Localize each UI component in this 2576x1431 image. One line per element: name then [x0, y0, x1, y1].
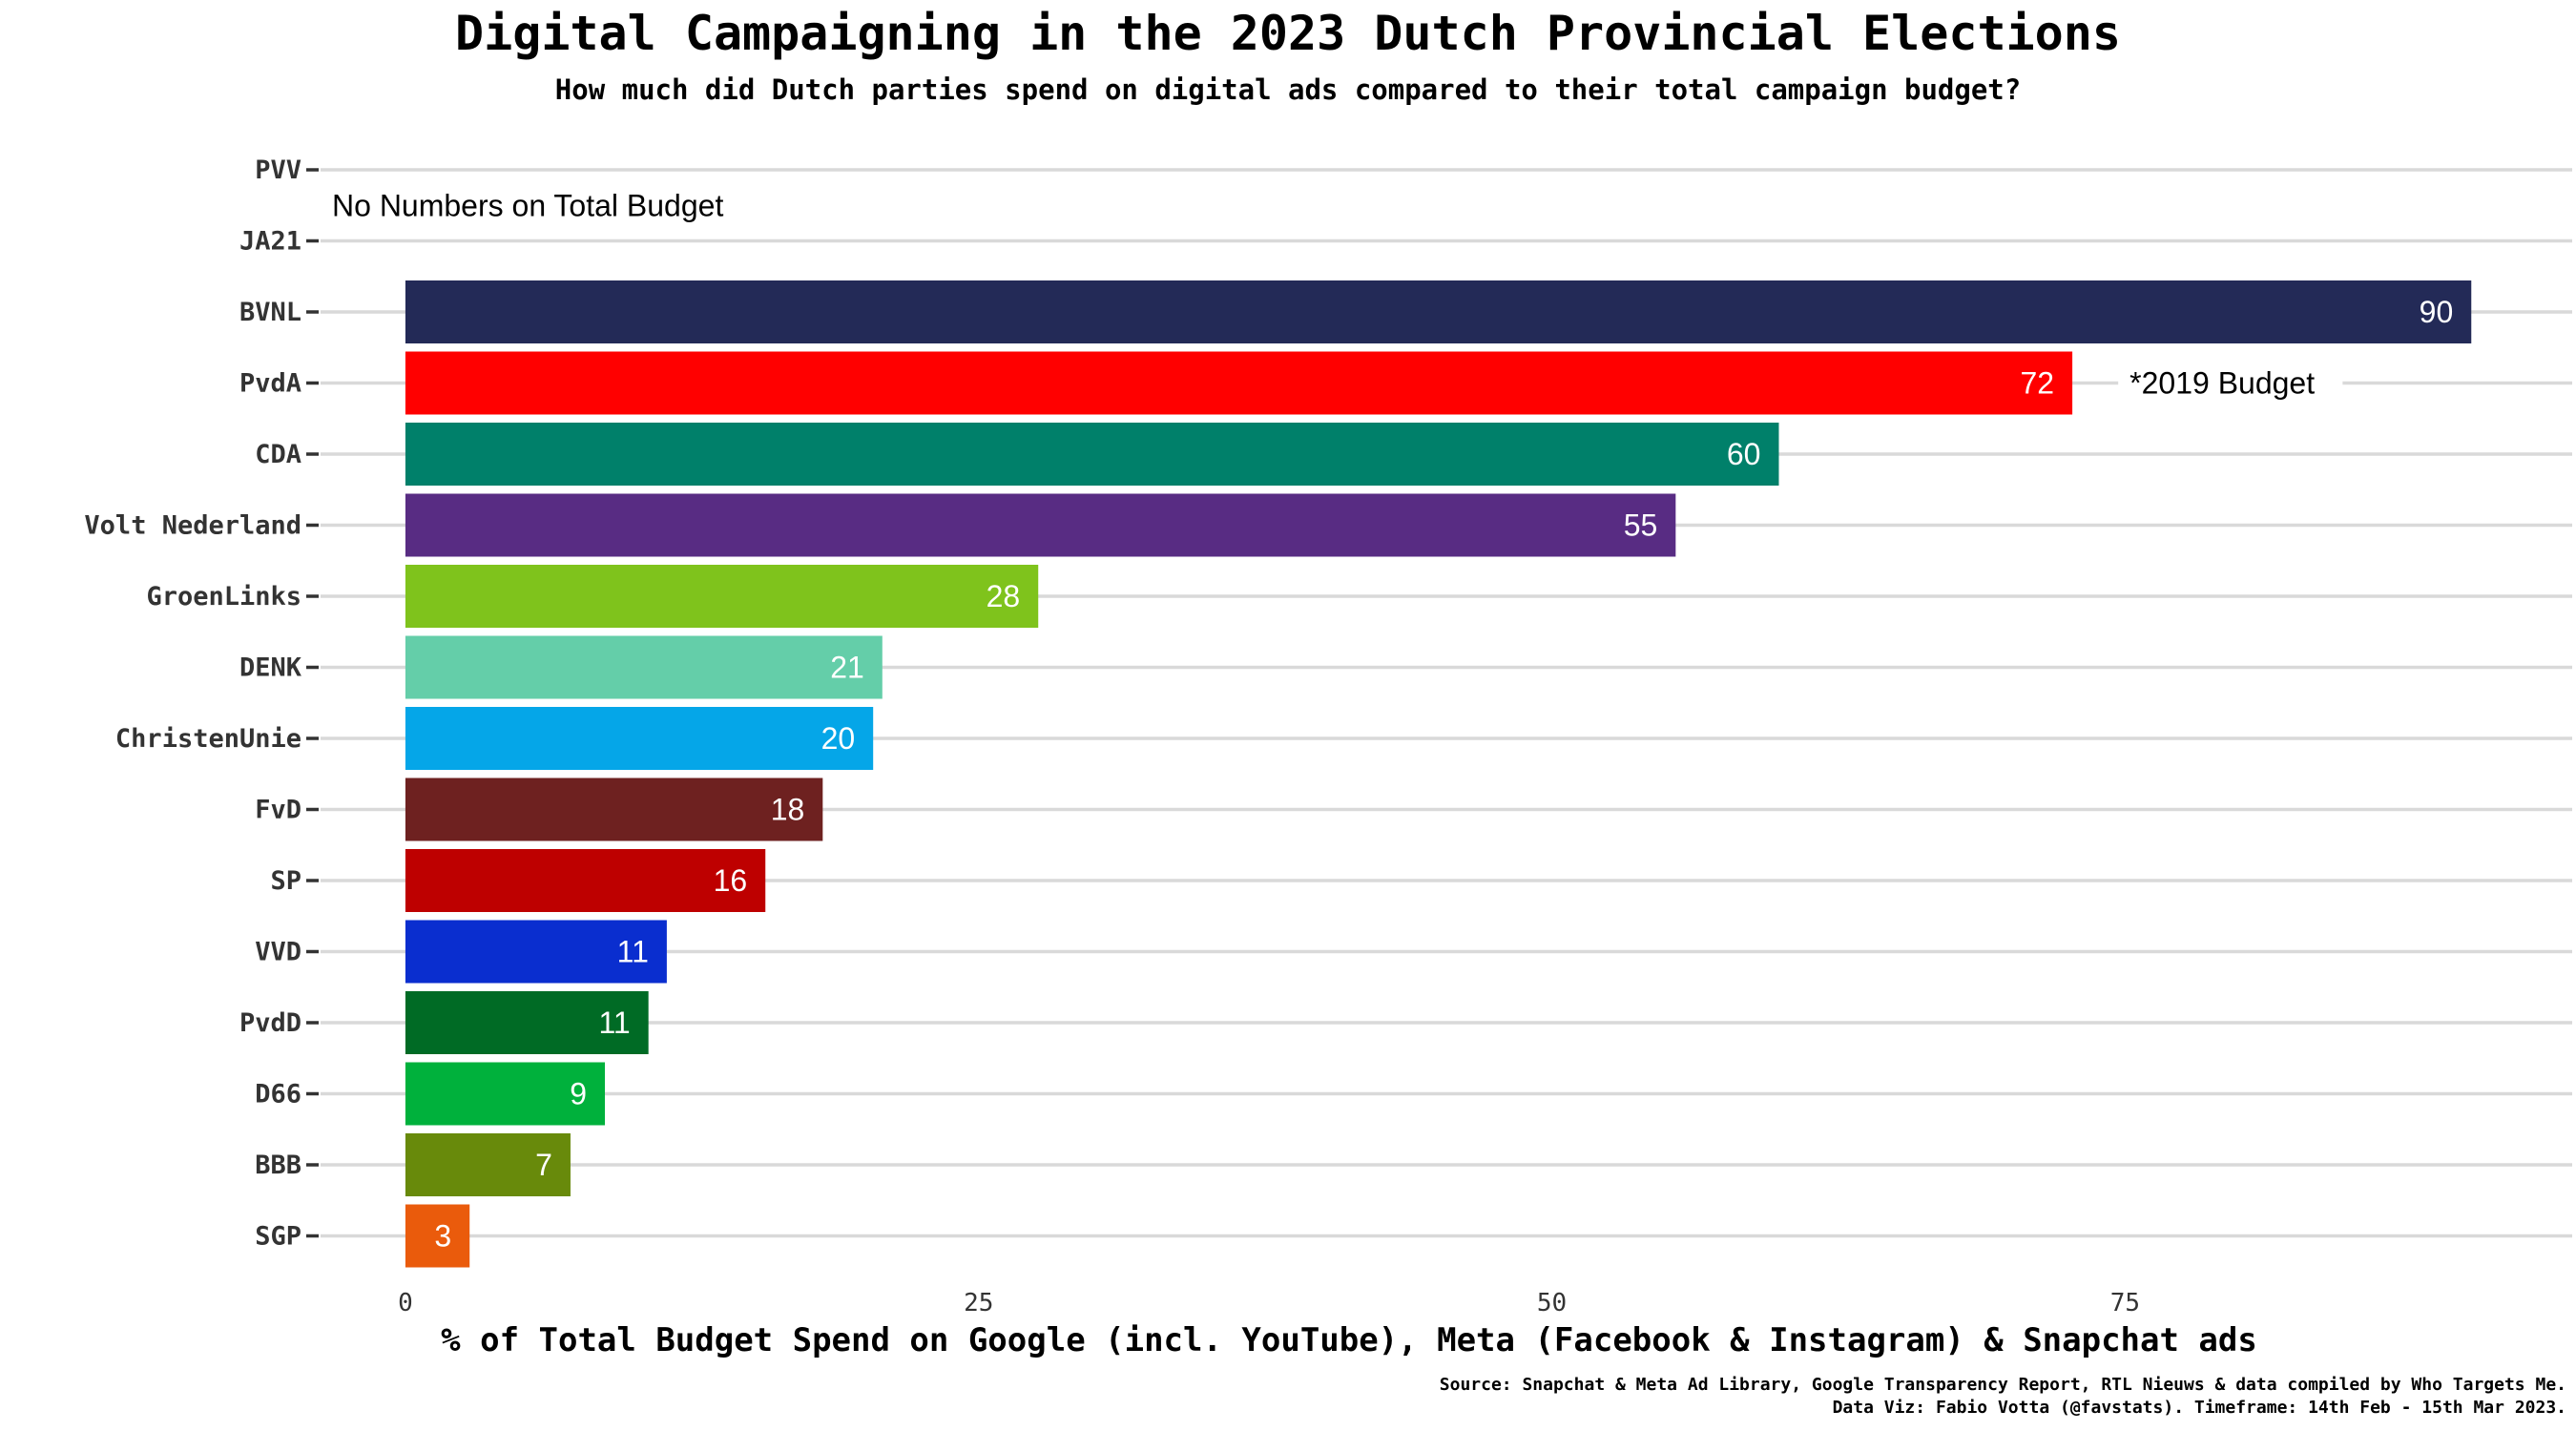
x-tick-label-25: 25 [964, 1289, 993, 1317]
annotation-2019-budget: *2019 Budget [2129, 366, 2315, 401]
data-labels: 90 72 60 55 28 21 20 18 16 11 11 9 7 3 [434, 295, 2453, 1254]
y-tick-label-denk: DENK [239, 653, 302, 683]
y-tick-labels: PVV JA21 BVNL PvdA CDA Volt Nederland GroenLin… [84, 156, 301, 1252]
y-tick-label-cda: CDA [255, 440, 301, 469]
data-label-pvdd: 11 [598, 1006, 630, 1040]
chart-title: Digital Campaigning in the 2023 Dutch Pr… [455, 6, 2121, 61]
bar-sgp [405, 1204, 470, 1268]
bar-pvdd [405, 991, 649, 1054]
y-tick-label-bvnl: BVNL [239, 298, 301, 327]
x-tick-label-75: 75 [2110, 1289, 2140, 1317]
data-label-bbb: 7 [535, 1148, 552, 1182]
data-label-d66: 9 [570, 1077, 587, 1111]
y-tick-label-fvd: FvD [255, 796, 301, 825]
y-tick-label-christenunie: ChristenUnie [115, 724, 301, 754]
bar-bvnl [405, 280, 2472, 343]
data-label-sp: 16 [714, 863, 748, 898]
y-tick-label-ja21: JA21 [239, 227, 301, 257]
y-tick-marks [306, 168, 319, 1238]
bar-pvda [405, 351, 2073, 415]
annotations: No Numbers on Total Budget *2019 Budget [321, 184, 2343, 404]
data-label-bvnl: 90 [2420, 295, 2454, 329]
y-tick-label-sgp: SGP [255, 1222, 301, 1252]
data-label-fvd: 18 [771, 793, 805, 827]
data-label-volt-nederland: 55 [1624, 508, 1658, 543]
data-label-groenlinks: 28 [987, 579, 1021, 613]
annotation-no-numbers-on-total-budget: No Numbers on Total Budget [332, 188, 723, 222]
y-tick-label-pvdd: PvdD [239, 1008, 301, 1038]
bar-sp [405, 849, 766, 912]
y-tick-label-vvd: VVD [255, 938, 301, 967]
data-label-pvda: 72 [2020, 366, 2054, 401]
y-tick-label-d66: D66 [255, 1080, 301, 1110]
x-axis-label: % of Total Budget Spend on Google (incl.… [441, 1321, 2257, 1359]
bar-fvd [405, 778, 823, 841]
bars [405, 280, 2472, 1268]
bar-denk [405, 635, 883, 699]
y-tick-label-pvda: PvdA [239, 369, 301, 399]
bar-d66 [405, 1062, 606, 1126]
y-tick-label-bbb: BBB [255, 1151, 301, 1180]
y-tick-label-groenlinks: GroenLinks [146, 582, 301, 612]
caption-dataviz: Data Viz: Fabio Votta (@favstats). Timef… [1833, 1398, 2566, 1418]
annotation-bg-0 [321, 184, 780, 227]
y-tick-label-sp: SP [270, 866, 301, 896]
bar-volt-nederland [405, 493, 1676, 557]
y-tick-label-volt-nederland: Volt Nederland [84, 511, 301, 541]
x-tick-label-50: 50 [1537, 1289, 1567, 1317]
data-label-christenunie: 20 [821, 721, 856, 756]
bar-vvd [405, 920, 667, 984]
caption-source: Source: Snapchat & Meta Ad Library, Goog… [1440, 1375, 2566, 1395]
data-label-cda: 60 [1727, 437, 1761, 471]
chart-subtitle: How much did Dutch parties spend on digi… [555, 73, 2021, 106]
y-tick-label-pvv: PVV [255, 156, 301, 185]
x-tick-labels: 0 25 50 75 [398, 1289, 2140, 1317]
data-label-sgp: 3 [434, 1219, 451, 1254]
bar-groenlinks [405, 565, 1039, 628]
data-label-vvd: 11 [617, 935, 649, 969]
annotation-bg-1 [2118, 362, 2343, 404]
bar-bbb [405, 1133, 571, 1196]
bar-cda [405, 423, 1779, 486]
data-label-denk: 21 [830, 651, 864, 685]
bar-christenunie [405, 707, 874, 770]
x-tick-label-0: 0 [398, 1289, 413, 1317]
